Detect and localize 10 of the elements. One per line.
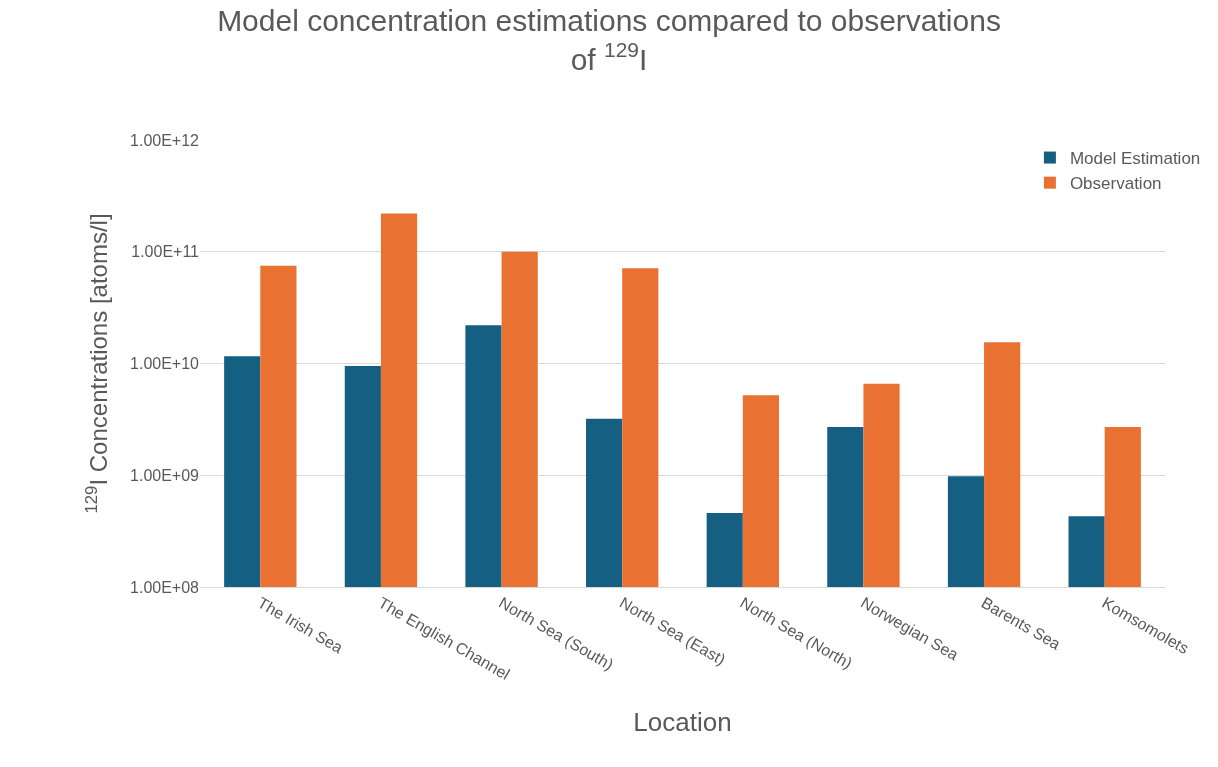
y-tick-label: 1.00E+10: [130, 355, 200, 373]
y-tick-label: 1.00E+11: [131, 243, 200, 261]
legend-label: Observation: [1069, 174, 1162, 194]
y-tick-label: 1.00E+08: [130, 578, 200, 596]
chart-title: Model concentration estimations compared to observations of $^{129}$I: [217, 3, 1001, 76]
x-tick-label: The Irish Sea: [254, 594, 346, 657]
y-tick-label: 1.00E+12: [130, 131, 200, 149]
x-axis-title: Location: [633, 706, 732, 737]
y-tick-label: 1.00E+09: [130, 466, 200, 484]
legend-label: Model Estimation: [1069, 149, 1201, 169]
